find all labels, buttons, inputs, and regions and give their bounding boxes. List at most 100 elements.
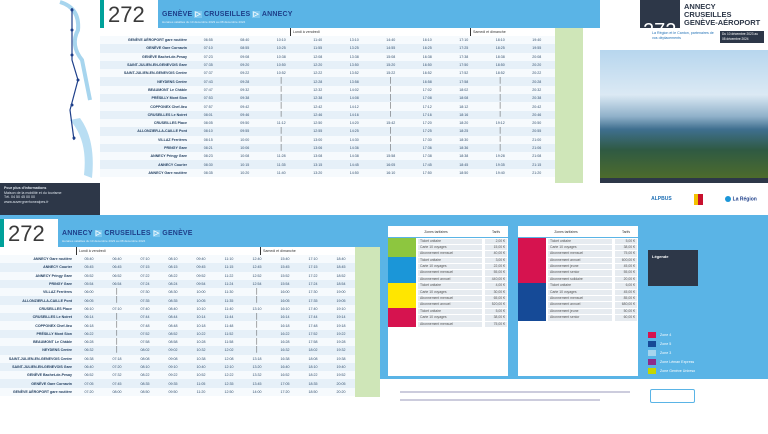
zone-color-block <box>518 257 546 264</box>
route-map <box>0 0 100 183</box>
stop-name: ANNECY Gare routière <box>0 255 75 264</box>
departure-time: 08:02 <box>131 346 159 355</box>
zone-color-block <box>388 295 416 302</box>
departure-time: 19:22 <box>327 329 355 338</box>
stop-via: CRUSEILLES <box>104 230 151 237</box>
departure-time: 14:20 <box>336 118 373 128</box>
stop-name: ANNECY Gare routière <box>100 168 190 178</box>
tariff-row: Ticket unitaire 2,00 € <box>388 238 508 245</box>
tariff-price: 4,00 € <box>485 283 507 289</box>
info-link[interactable]: www.auvergnerhonealpes.fr <box>4 199 49 204</box>
stop-name: NEYDENS Centre <box>0 346 75 355</box>
qr-info-box[interactable] <box>650 389 695 403</box>
tariff-header: Zones tarifaires <box>554 230 578 234</box>
departure-time: 11:52 <box>215 329 243 338</box>
stop-name: PRÉSILLY Mont Sion <box>0 329 75 338</box>
legend-label: Zone 4 <box>660 332 672 337</box>
departure-time: 16:10 <box>372 168 409 178</box>
departure-time: 13:18 <box>243 354 271 363</box>
departure-time: 19:05 <box>327 296 355 305</box>
departure-time: 07:23 <box>190 52 227 61</box>
tariff-row: Abonnement annuel 680,00 € <box>518 301 638 309</box>
departure-time: 11:40 <box>299 36 336 45</box>
departure-time: 07:43 <box>190 77 227 86</box>
departure-time: 16:50 <box>409 60 446 70</box>
departure-time: 08:10 <box>190 127 227 136</box>
departure-time: 13:00 <box>299 135 336 144</box>
table-row: BEAUMONT Le Châble 07:47 09:32 │ 12:32 14:02 │… <box>100 85 555 95</box>
departure-time: 09:08 <box>226 52 263 61</box>
logo-geneve <box>693 193 703 205</box>
section-weekend: Samedi et dimanche <box>260 247 296 255</box>
table-row: PRÉSILLY Mont Sion 07:53 09:38 │ 12:38 14:08 │… <box>100 94 555 103</box>
departure-time: 17:20 <box>271 387 299 397</box>
departure-time: 20:38 <box>518 94 555 103</box>
stop-name: ANNECY Courier <box>0 263 75 272</box>
tariff-table-right: Zones tarifaires Tarifs Ticket unitaire 5,0… <box>518 226 638 376</box>
stop-name: COPPONEX Chef-lieu <box>100 102 190 111</box>
stop-name: SAINT-JULIEN-EN-GENEVOIS Centre <box>100 69 190 78</box>
departure-time: 12:10 <box>215 362 243 372</box>
table-row: GENÈVE AÉROPORT gare routière 06:55 08:40 1… <box>100 36 555 45</box>
table-row: SAINT-JULIEN-EN-GENEVOIS Gare 07:35 09:20 1… <box>100 60 555 70</box>
stop-name: GENÈVE Bachet-de-Pesay <box>0 371 75 380</box>
departure-time: 07:32 <box>103 371 131 380</box>
departure-time: 12:50 <box>299 118 336 128</box>
departure-time: 10:22 <box>187 329 215 338</box>
tariff-label: Abonnement annuel <box>418 302 482 308</box>
departure-time: 08:22 <box>131 371 159 380</box>
tariff-label: Carte 10 voyages <box>548 244 612 251</box>
departure-time: 15:40 <box>271 255 299 264</box>
table-row: ANNECY Gare routière 08:35 10:20 11:40 13:20… <box>100 168 555 178</box>
pass-through-mark: │ <box>263 143 300 153</box>
price-header: Tarifs <box>491 230 501 234</box>
departure-time: 18:40 <box>327 255 355 264</box>
departure-time: 17:35 <box>299 296 327 305</box>
departure-time: 15:58 <box>372 152 409 161</box>
departure-time: 19:40 <box>482 168 519 178</box>
departure-time: 16:32 <box>271 346 299 355</box>
legend-item: Zone Léman Express <box>648 357 763 366</box>
pass-through-mark: │ <box>482 77 519 86</box>
zone-color-block <box>388 308 416 315</box>
departure-time: 09:32 <box>226 85 263 95</box>
section-weekend: Samedi et dimanche <box>470 28 506 36</box>
departure-time: 19:10 <box>327 304 355 314</box>
departure-time: 17:02 <box>409 85 446 95</box>
table-row: ANNECY Pringy Gare 08:23 10:08 11:28 13:08 14… <box>100 152 555 161</box>
departure-time: 14:25 <box>336 127 373 136</box>
departure-time: 18:08 <box>445 94 482 103</box>
tariff-price: 65,00 € <box>485 296 507 302</box>
departure-time: 10:00 <box>226 135 263 144</box>
legend-label: Zone 3 <box>660 350 672 355</box>
table-row: CRUSEILLES Le Noiret 08:01 09:46 │ 12:46 14:1… <box>100 110 555 119</box>
table-row: GENÈVE AÉROPORT gare routière 07:20 08:00 0… <box>0 387 355 397</box>
zone-color-block <box>518 289 546 296</box>
tariff-row: Abonnement annuel 520,00 € <box>388 301 508 309</box>
pass-through-mark: │ <box>103 313 131 322</box>
stop-origin: GENÈVE <box>162 11 193 18</box>
departure-time: 14:08 <box>336 94 373 103</box>
departure-time: 19:55 <box>518 44 555 53</box>
tariff-row: Abonnement mensuel 40,00 € <box>388 250 508 258</box>
legend-item: Zone 4 <box>648 330 763 339</box>
table-row: NEYDENS Centre 07:43 09:28 │ 12:28 13:58 │ 16:5… <box>100 77 555 86</box>
departure-time: 06:45 <box>103 263 131 272</box>
departure-time: 17:58 <box>299 337 327 347</box>
tariff-price: 22,00 € <box>485 264 507 270</box>
pass-through-mark: │ <box>263 135 300 144</box>
departure-time: 18:22 <box>299 371 327 380</box>
validity-subtitle: Horaires valables du 10 décembre 2023 au… <box>162 20 246 24</box>
departure-time: 18:50 <box>445 168 482 178</box>
departure-time: 06:10 <box>75 304 103 314</box>
departure-time: 18:50 <box>299 387 327 397</box>
departure-time: 12:54 <box>243 279 271 289</box>
pass-through-mark: │ <box>372 85 409 95</box>
cover-route: ANNECY CRUSEILLES GENÈVE-AÉROPORT <box>684 3 760 27</box>
table-row: SAINT-JULIEN-EN-GENEVOIS Centre 07:37 09:2… <box>100 69 555 78</box>
departure-time: 11:28 <box>263 152 300 161</box>
pass-through-mark: │ <box>482 127 519 136</box>
departure-time: 08:30 <box>159 288 187 297</box>
departure-time: 07:48 <box>131 321 159 330</box>
tariff-label: Abonnement mensuel <box>548 296 612 302</box>
